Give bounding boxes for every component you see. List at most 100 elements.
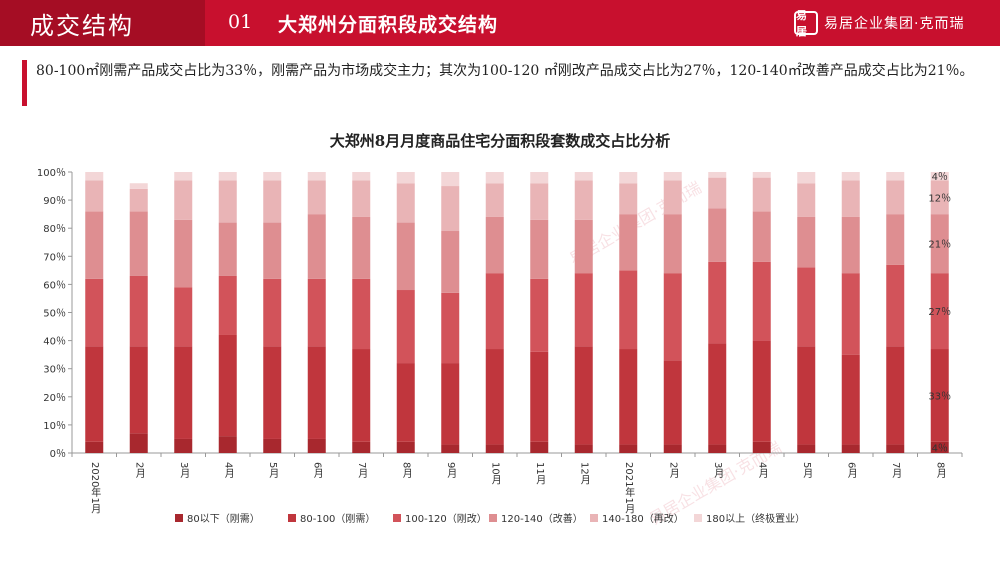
bar-segment [574, 273, 593, 347]
data-label: 4％ [932, 443, 948, 454]
bar-segment [218, 180, 237, 223]
bar-segment [396, 222, 415, 291]
bar-segment [174, 287, 193, 347]
x-tick-label: 5月 [267, 462, 279, 479]
bar-segment [396, 183, 415, 223]
legend-label: 80-100（刚需） [300, 513, 375, 525]
bar-segment [352, 441, 371, 453]
legend-label: 100-120（刚改） [405, 512, 487, 525]
bar-segment [263, 222, 282, 279]
bar-segment [485, 349, 504, 445]
bar-segment [263, 180, 282, 223]
bar-segment [530, 219, 549, 279]
bar-segment [485, 273, 504, 350]
bar-segment [174, 172, 193, 181]
bar-segment [930, 180, 949, 215]
bar-segment [930, 273, 949, 350]
bar-segment [352, 278, 371, 350]
bar-segment [752, 177, 771, 212]
bar-segment [129, 183, 148, 189]
bar-segment [841, 444, 860, 453]
data-label: 21％ [928, 240, 951, 251]
y-tick-label: 80％ [43, 224, 66, 235]
x-tick-label: 10月 [489, 462, 501, 486]
bar-segment [797, 444, 816, 453]
legend-swatch [288, 514, 296, 522]
bar-segment [530, 441, 549, 453]
bar-segment [85, 441, 104, 453]
bar-segment [307, 346, 326, 439]
bar-segment [708, 343, 727, 445]
bar-segment [218, 172, 237, 181]
bar-segment [619, 183, 638, 215]
bar-segment [663, 180, 682, 215]
bar-segment [218, 275, 237, 335]
bar-segment [441, 231, 460, 293]
bar-segment [441, 292, 460, 364]
bar-segment [441, 186, 460, 232]
bar-segment [797, 267, 816, 347]
bar-segment [663, 444, 682, 453]
bar-segment [352, 180, 371, 217]
bar-segment [530, 183, 549, 220]
bar-segment [841, 273, 860, 355]
x-tick-label: 4月 [756, 462, 768, 479]
data-label: 4％ [932, 172, 948, 183]
bar-segment [263, 438, 282, 453]
bar-segment [307, 172, 326, 181]
bar-segment [886, 172, 905, 181]
y-tick-label: 0％ [50, 449, 66, 460]
bar-segment [930, 349, 949, 442]
bar-segment [619, 444, 638, 453]
y-tick-label: 100％ [37, 168, 66, 179]
x-tick-label: 6月 [845, 462, 857, 479]
bar-segment [708, 177, 727, 209]
bar-segment [841, 180, 860, 217]
bar-segment [218, 222, 237, 276]
bar-segment [752, 261, 771, 341]
x-tick-label: 7月 [890, 462, 902, 479]
bar-segment [797, 346, 816, 445]
legend-label: 120-140（改善） [501, 512, 583, 525]
bar-segment [485, 444, 504, 453]
bar-segment [129, 211, 148, 276]
legend-swatch [489, 514, 497, 522]
bar-segment [85, 346, 104, 442]
section-tab [0, 0, 205, 46]
bar-segment [619, 349, 638, 445]
bar-segment [797, 183, 816, 217]
bar-segment [85, 172, 104, 181]
bar-segment [797, 172, 816, 184]
x-tick-label: 2021年1月 [623, 462, 635, 515]
bar-segment [841, 354, 860, 445]
bar-segment [218, 436, 237, 453]
bar-segment [396, 363, 415, 442]
legend-label: 80以下（刚需） [187, 513, 260, 525]
bar-segment [574, 444, 593, 453]
bar-segment [708, 172, 727, 178]
bar-segment [708, 261, 727, 344]
legend-swatch [590, 514, 598, 522]
bar-segment [752, 441, 771, 453]
bar-segment [396, 441, 415, 453]
slide-title: 大郑州分面积段成交结构 [278, 14, 499, 36]
bar-segment [530, 278, 549, 352]
y-tick-label: 10％ [43, 421, 66, 432]
bar-segment [307, 438, 326, 453]
x-tick-label: 2月 [133, 462, 145, 479]
bar-segment [574, 180, 593, 220]
bar-segment [485, 172, 504, 184]
bar-segment [930, 441, 949, 453]
bar-segment [886, 346, 905, 445]
x-tick-label: 6月 [311, 462, 323, 479]
bar-segment [619, 214, 638, 271]
bar-segment [129, 433, 148, 453]
x-tick-label: 8月 [934, 462, 946, 479]
bar-segment [841, 172, 860, 181]
bar-segment [663, 214, 682, 274]
summary-accent-bar [22, 60, 27, 106]
bar-segment [886, 444, 905, 453]
y-tick-label: 20％ [43, 393, 66, 404]
bar-segment [663, 360, 682, 445]
data-label: 27％ [928, 307, 951, 318]
